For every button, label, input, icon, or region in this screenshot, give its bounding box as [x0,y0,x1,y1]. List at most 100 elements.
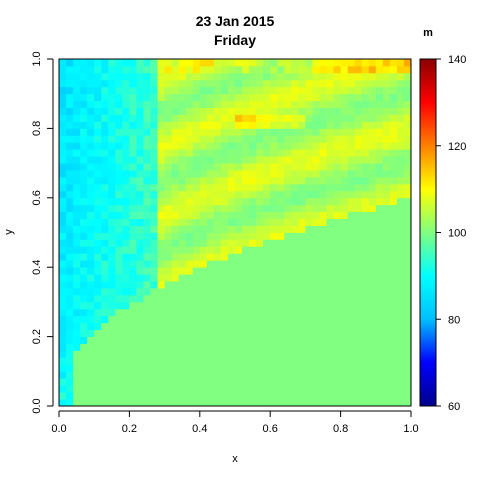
heatmap-cell [291,93,299,102]
heatmap-cell [122,357,130,365]
heatmap-cell [185,190,194,199]
heatmap-cell [333,260,341,268]
heatmap-cell [354,260,363,268]
heatmap-cell [171,183,180,192]
heatmap-cell [347,190,356,199]
heatmap-cell [73,142,81,150]
heatmap-cell [136,93,144,102]
heatmap-cell [227,288,236,296]
heatmap-cell [382,343,391,351]
heatmap-cell [305,197,313,206]
heatmap-cell [375,399,384,407]
heatmap-cell [150,204,158,213]
heatmap-cell [59,107,67,115]
heatmap-cell [263,260,271,268]
heatmap-cell [94,59,102,67]
heatmap-cell [256,281,264,289]
heatmap-cell [80,149,88,157]
heatmap-cell [206,281,215,289]
heatmap-cell [227,343,236,351]
heatmap-cell [326,79,334,88]
heatmap-cell [305,204,313,213]
heatmap-cell [361,170,370,178]
heatmap-cell [312,253,320,261]
heatmap-cell [73,211,81,220]
heatmap-cell [270,385,278,393]
heatmap-cell [66,59,74,67]
heatmap-cell [206,294,215,303]
heatmap-cell [220,65,229,74]
heatmap-cell [178,281,187,289]
heatmap-cell [382,128,391,136]
heatmap-cell [199,371,208,379]
heatmap-cell [305,107,313,115]
heatmap-cell [87,170,95,178]
heatmap-cell [256,149,264,157]
heatmap-cell [185,281,194,289]
heatmap-cell [403,274,412,282]
heatmap-cell [298,260,306,268]
heatmap-cell [403,211,412,220]
heatmap-cell [403,246,412,254]
heatmap-cell [375,93,384,102]
heatmap-cell [298,308,306,317]
heatmap-cell [129,183,137,192]
heatmap-cell [382,59,391,67]
heatmap-cell [354,385,363,393]
heatmap-cell [249,135,257,143]
heatmap-cell [108,343,116,351]
heatmap-cell [178,357,187,365]
heatmap-cell [347,281,356,289]
heatmap-cell [312,301,320,310]
heatmap-cell [382,288,391,296]
heatmap-cell [73,281,81,289]
heatmap-cell [242,86,250,95]
heatmap-cell [108,218,116,226]
heatmap-cell [164,329,173,337]
heatmap-cell [136,170,144,178]
heatmap-cell [235,197,243,206]
heatmap-cell [382,329,391,337]
heatmap-cell [340,79,349,88]
heatmap-cell [270,218,278,226]
heatmap-cell [389,204,398,213]
heatmap-cell [115,197,123,206]
heatmap-cell [347,93,356,102]
heatmap-cell [213,315,222,324]
heatmap-cell [382,225,391,233]
heatmap-cell [263,371,271,379]
heatmap-cell [227,197,236,206]
heatmap-cell [361,350,370,358]
heatmap-cell [277,322,285,331]
heatmap-cell [206,176,215,185]
heatmap-cell [347,135,356,143]
heatmap-cell [206,322,215,331]
heatmap-cell [94,343,102,351]
heatmap-cell [157,301,165,310]
heatmap-cell [235,336,243,344]
heatmap-cell [305,225,313,233]
heatmap-cell [80,65,88,74]
heatmap-cell [227,378,236,386]
heatmap-cell [115,253,123,261]
heatmap-cell [312,65,320,74]
heatmap-cell [80,364,88,372]
heatmap-cell [185,301,194,310]
heatmap-cell [382,163,391,171]
heatmap-cell [171,253,180,261]
heatmap-cell [115,350,123,358]
heatmap-cell [312,399,320,407]
heatmap-cell [284,260,292,268]
heatmap-cell [298,288,306,296]
heatmap-cell [235,274,243,282]
heatmap-cell [312,107,320,115]
heatmap-cell [326,107,334,115]
heatmap-cell [354,121,363,129]
heatmap-cell [87,190,95,199]
heatmap-cell [59,65,67,74]
x-tick-label: 0.0 [51,423,66,435]
heatmap-cell [171,260,180,268]
heatmap-cell [220,392,229,400]
heatmap-cell [136,149,144,157]
heatmap-cell [284,93,292,102]
